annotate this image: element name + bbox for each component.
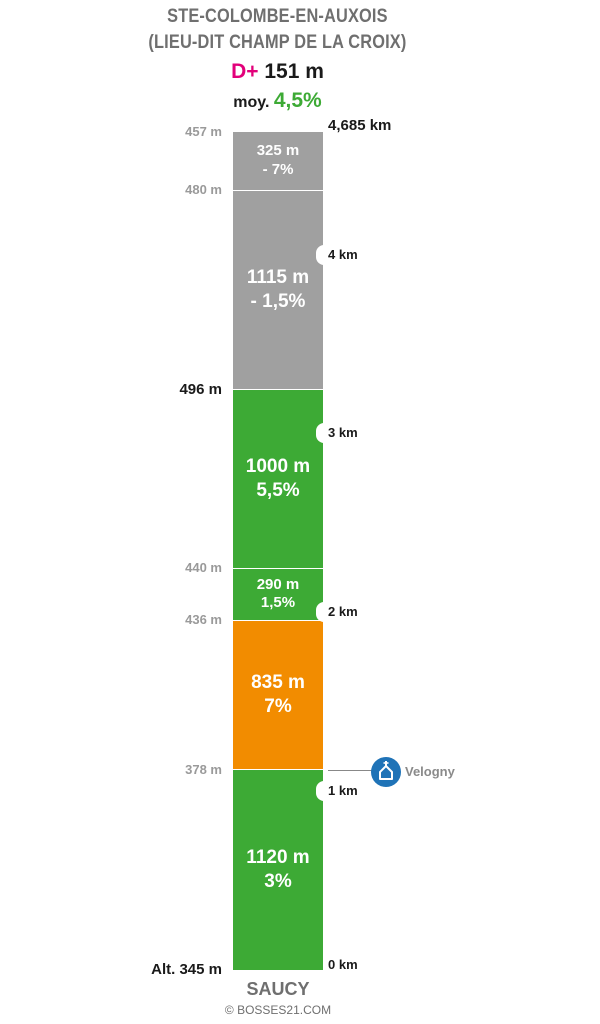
church-icon: [371, 757, 401, 787]
elevation-gain-label: D+: [231, 60, 259, 83]
segment-green: 1120 m 3%: [233, 769, 323, 970]
average-grade-label: moy.: [233, 94, 270, 111]
segment-length: 1115 m: [246, 267, 310, 289]
title-line-1: STE-COLOMBE-EN-AUXOIS: [167, 6, 388, 27]
segment-length: 835 m: [251, 672, 305, 694]
segment-separator: [233, 389, 323, 391]
altitude-label: Alt. 345 m: [151, 961, 222, 978]
altitude-label: 480 m: [185, 182, 222, 198]
start-place-name: SAUCY: [246, 979, 310, 999]
altitude-label: 457 m: [185, 124, 222, 139]
segment-separator: [233, 189, 323, 191]
km-notch: [316, 423, 332, 444]
summit-distance-label: 4,685 km: [328, 117, 392, 134]
km-label: 3 km: [328, 425, 358, 441]
segment-green: 290 m 1,5%: [233, 568, 323, 621]
copyright: © BOSSES21.COM: [224, 1003, 332, 1017]
segment-length: 290 m: [256, 575, 300, 593]
title-line-2: (LIEU-DIT CHAMP DE LA CROIX): [148, 32, 407, 53]
segment-separator: [233, 769, 323, 771]
segment-grade: - 1,5%: [250, 290, 306, 312]
segment-grade: - 7%: [262, 161, 294, 179]
km-notch: [316, 602, 332, 623]
landmark-name: Velogny: [405, 764, 455, 779]
segment-grade: 1,5%: [260, 594, 296, 612]
segment-length: 1000 m: [245, 456, 311, 478]
segment-grade: 3%: [264, 870, 292, 892]
elevation-gain: D+ 151 m: [0, 60, 555, 84]
km-notch: [316, 244, 332, 265]
km-label: 1 km: [328, 783, 358, 799]
km-label: 4 km: [328, 246, 358, 262]
segment-separator: [233, 567, 323, 569]
segment-gray: 325 m- 7%: [233, 132, 323, 191]
segment-length: 325 m: [256, 142, 300, 160]
km-notch: [316, 781, 332, 802]
segment-separator: [233, 619, 323, 621]
average-grade: moy. 4,5%: [0, 89, 555, 113]
elevation-gain-value: 151 m: [264, 60, 324, 83]
km-label: 0 km: [328, 957, 358, 972]
segment-gray: 1115 m- 1,5%: [233, 190, 323, 390]
altitude-label: 378 m: [185, 761, 222, 777]
segment-orange: 835 m 7%: [233, 620, 323, 770]
segment-grade: 5,5%: [256, 479, 300, 501]
landmark-leader-line: [328, 770, 372, 771]
altitude-label: 436 m: [185, 612, 222, 628]
segment-length: 1120 m: [246, 847, 310, 869]
altitude-label: 496 m: [179, 380, 222, 398]
altitude-label: 440 m: [185, 560, 222, 576]
km-label: 2 km: [328, 604, 358, 620]
average-grade-value: 4,5%: [273, 89, 322, 112]
segment-grade: 7%: [264, 695, 292, 717]
segment-green: 1000 m 5,5%: [233, 389, 323, 569]
